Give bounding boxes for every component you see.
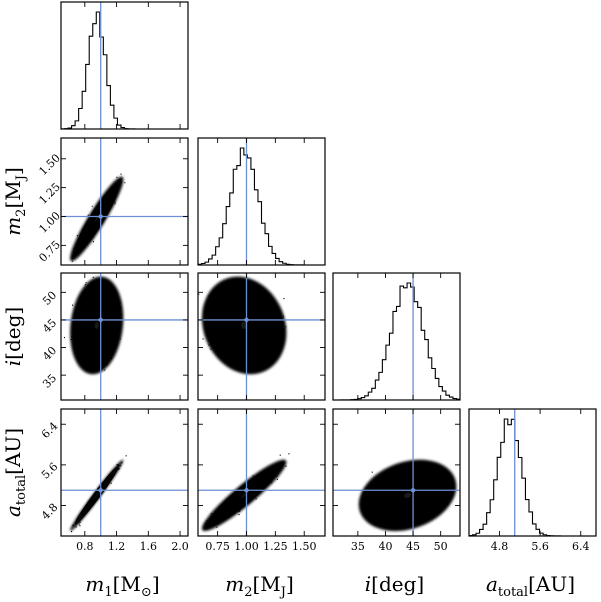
x-tick-label-a: 4.8 xyxy=(491,540,509,553)
panel-frame xyxy=(197,408,326,537)
panel-frame xyxy=(60,272,189,401)
contour-2sigma xyxy=(80,296,113,355)
panel-frame xyxy=(468,408,597,537)
panel-i-i xyxy=(332,272,461,401)
panel-frame xyxy=(60,1,189,130)
panel-a-a: 4.8 5.6 6.4 xyxy=(468,408,597,553)
x-axis-label-a: atotal[AU] xyxy=(486,572,575,600)
contour-3sigma xyxy=(209,466,279,525)
truth-marker xyxy=(97,316,104,323)
panel-m2-m1: 0.751.001.251.50 xyxy=(36,137,189,266)
panel-frame xyxy=(197,137,326,266)
x-tick-label-a: 5.6 xyxy=(531,540,549,553)
x-tick-label-i: 50 xyxy=(434,540,448,553)
histogram-m1 xyxy=(61,11,188,129)
contour-1sigma xyxy=(86,203,107,235)
y-tick-label-i: 50 xyxy=(40,289,59,308)
contour-3sigma xyxy=(74,184,119,254)
y-tick-label-m2: 1.25 xyxy=(36,180,63,207)
y-axis-label-a: atotal[AU] xyxy=(1,428,29,517)
truth-marker xyxy=(410,487,417,494)
x-tick-label-m2: 1.25 xyxy=(263,540,288,553)
panel-a-m1: 0.8 1.2 1.6 2.0 4.8 5.6 6.4 xyxy=(39,408,189,553)
x-tick-label-a: 6.4 xyxy=(572,540,590,553)
panel-frame xyxy=(60,137,189,266)
truth-marker xyxy=(97,487,104,494)
truth-marker xyxy=(243,487,250,494)
x-tick-label-m2: 1.50 xyxy=(292,540,317,553)
panel-frame xyxy=(332,408,461,537)
x-axis-label-m2: m2[MJ] xyxy=(225,572,294,600)
density-peak xyxy=(94,215,99,222)
contour-core xyxy=(91,316,103,335)
contour-core xyxy=(91,210,103,227)
truth-marker xyxy=(97,213,104,220)
y-tick-label-i: 35 xyxy=(40,372,59,391)
y-tick-label-i: 40 xyxy=(40,344,59,363)
y-tick-label-m2: 1.00 xyxy=(36,209,63,236)
x-tick-label-m2: 0.75 xyxy=(205,540,230,553)
density-peak xyxy=(94,492,99,498)
x-tick-label-i: 45 xyxy=(406,540,420,553)
truth-marker xyxy=(243,316,250,323)
contour-3sigma xyxy=(209,285,279,366)
x-axis-label-i: i[deg] xyxy=(365,572,424,596)
contour-2sigma xyxy=(80,474,113,517)
density-peak xyxy=(241,321,248,329)
y-axis-label-m2: m2[MJ] xyxy=(1,167,29,236)
y-tick-label-a: 5.6 xyxy=(39,460,61,482)
histogram-a xyxy=(469,418,596,536)
contour-core xyxy=(236,316,253,335)
panel-i-m2 xyxy=(197,272,326,401)
y-axis-label-i: i[deg] xyxy=(1,307,25,366)
x-tick-label-m2: 1.00 xyxy=(234,540,259,553)
x-tick-label-m1: 1.6 xyxy=(140,540,158,553)
x-tick-label-m1: 2.0 xyxy=(171,540,189,553)
contour-1sigma xyxy=(86,481,107,509)
x-axis-label-m1: m1[M⊙] xyxy=(85,572,159,600)
x-tick-label-m1: 0.8 xyxy=(76,540,94,553)
panel-i-m1: 35 40 45 50 xyxy=(40,272,189,401)
density-peak xyxy=(404,492,412,498)
histogram-m2 xyxy=(198,147,325,265)
contour-1sigma xyxy=(389,481,426,509)
y-tick-label-i: 45 xyxy=(40,316,59,335)
density-peak xyxy=(241,492,248,498)
y-tick-label-a: 6.4 xyxy=(39,419,61,441)
histogram-i xyxy=(333,282,460,400)
panel-a-m2: 0.75 1.00 1.25 1.50 xyxy=(197,408,326,553)
y-tick-label-a: 4.8 xyxy=(39,501,61,523)
panel-m2-m2 xyxy=(197,137,326,266)
contour-3sigma xyxy=(367,466,448,525)
contour-3sigma xyxy=(74,466,119,525)
x-tick-label-i: 40 xyxy=(378,540,392,553)
outlier-points xyxy=(363,461,450,527)
panel-a-i: 35 40 45 50 xyxy=(332,408,461,553)
contour-1sigma xyxy=(86,307,107,344)
panel-frame xyxy=(332,272,461,401)
contour-2sigma xyxy=(219,296,269,355)
x-tick-label-m1: 1.2 xyxy=(108,540,126,553)
density-peak xyxy=(94,321,99,329)
panel-frame xyxy=(60,408,189,537)
y-tick-label-m2: 0.75 xyxy=(36,238,63,265)
contour-core xyxy=(236,488,253,503)
panel-frame xyxy=(197,272,326,401)
x-tick-label-i: 35 xyxy=(351,540,365,553)
panel-m1-m1 xyxy=(60,1,189,130)
y-tick-label-m2: 1.50 xyxy=(36,152,63,179)
contour-2sigma xyxy=(378,474,437,517)
